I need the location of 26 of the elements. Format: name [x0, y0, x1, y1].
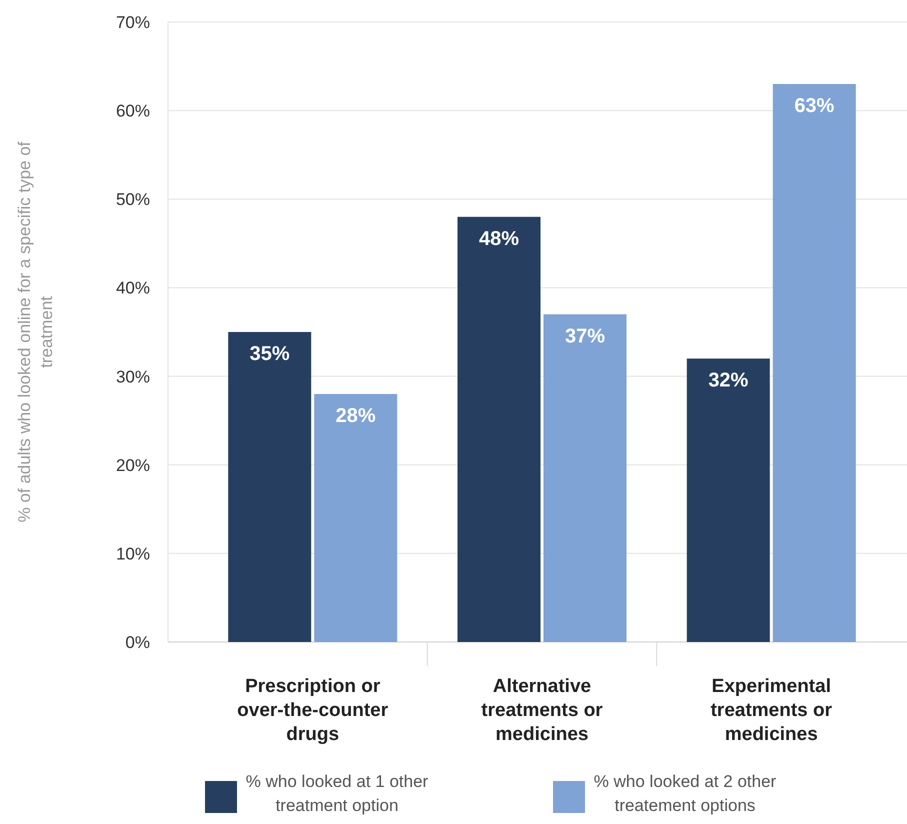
- data-label: 35%: [250, 343, 290, 365]
- data-label: 32%: [708, 370, 749, 392]
- bar: [772, 84, 856, 642]
- bar: [314, 394, 398, 642]
- data-label: 48%: [478, 228, 520, 250]
- y-tick-label: 70%: [116, 13, 150, 32]
- y-tick-label: 30%: [116, 367, 150, 386]
- bar: [544, 314, 626, 642]
- data-label: 28%: [336, 405, 376, 427]
- data-label: 37%: [564, 325, 606, 348]
- y-tick-label: 0%: [125, 633, 150, 652]
- x-tick-label: Alternative treatments or medicines: [481, 676, 604, 745]
- x-tick-label: Prescription or over-the-counter drugs: [237, 676, 389, 745]
- y-tick-label: 40%: [116, 278, 150, 298]
- bar: [458, 216, 540, 642]
- y-axis-title: % of adults who looked online for a specific type of treatment: [15, 141, 56, 522]
- bar: [686, 358, 770, 642]
- y-tick-label: 60%: [116, 102, 150, 121]
- legend-label: % who looked at 1 other treatment option: [246, 772, 429, 815]
- x-tick-label: Experimental treatments or medicines: [710, 676, 833, 745]
- bar: [228, 332, 312, 642]
- data-label: 63%: [794, 95, 835, 117]
- y-tick-label: 50%: [116, 190, 150, 210]
- y-tick-label: 10%: [116, 544, 150, 564]
- y-tick-label: 20%: [116, 456, 150, 475]
- legend-label: % who looked at 2 other treatement options: [594, 772, 777, 815]
